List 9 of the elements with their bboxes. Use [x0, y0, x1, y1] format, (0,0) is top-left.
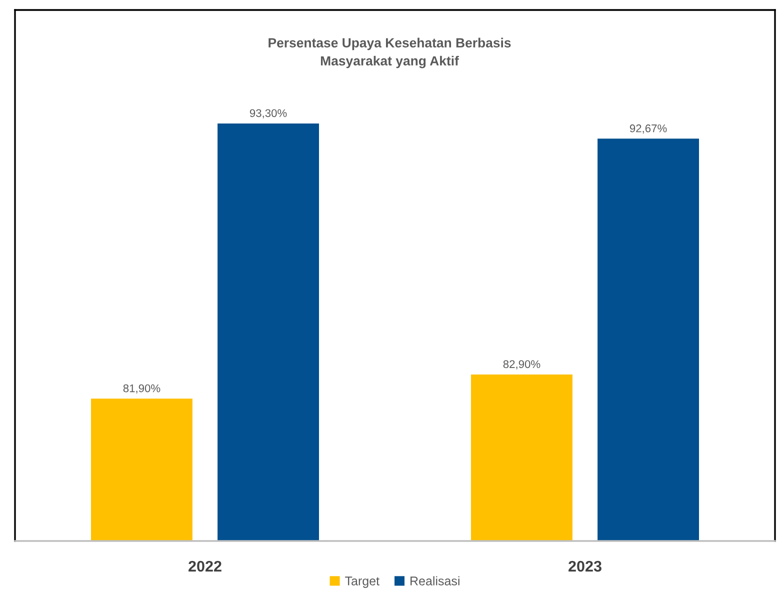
x-tick-label: 2022 [188, 560, 222, 572]
data-label: 92,67% [630, 124, 667, 134]
data-label: 82,90% [503, 360, 540, 370]
x-tick-label: 2023 [568, 560, 602, 572]
legend-label: Target [345, 576, 380, 588]
text: Persentase Upaya Kesehatan Berbasis Masyarakat yang Aktif [268, 38, 511, 68]
data-label: 81,90% [123, 384, 160, 394]
data-label: 93,30% [250, 109, 287, 118]
legend-label: Realisasi [410, 576, 460, 586]
